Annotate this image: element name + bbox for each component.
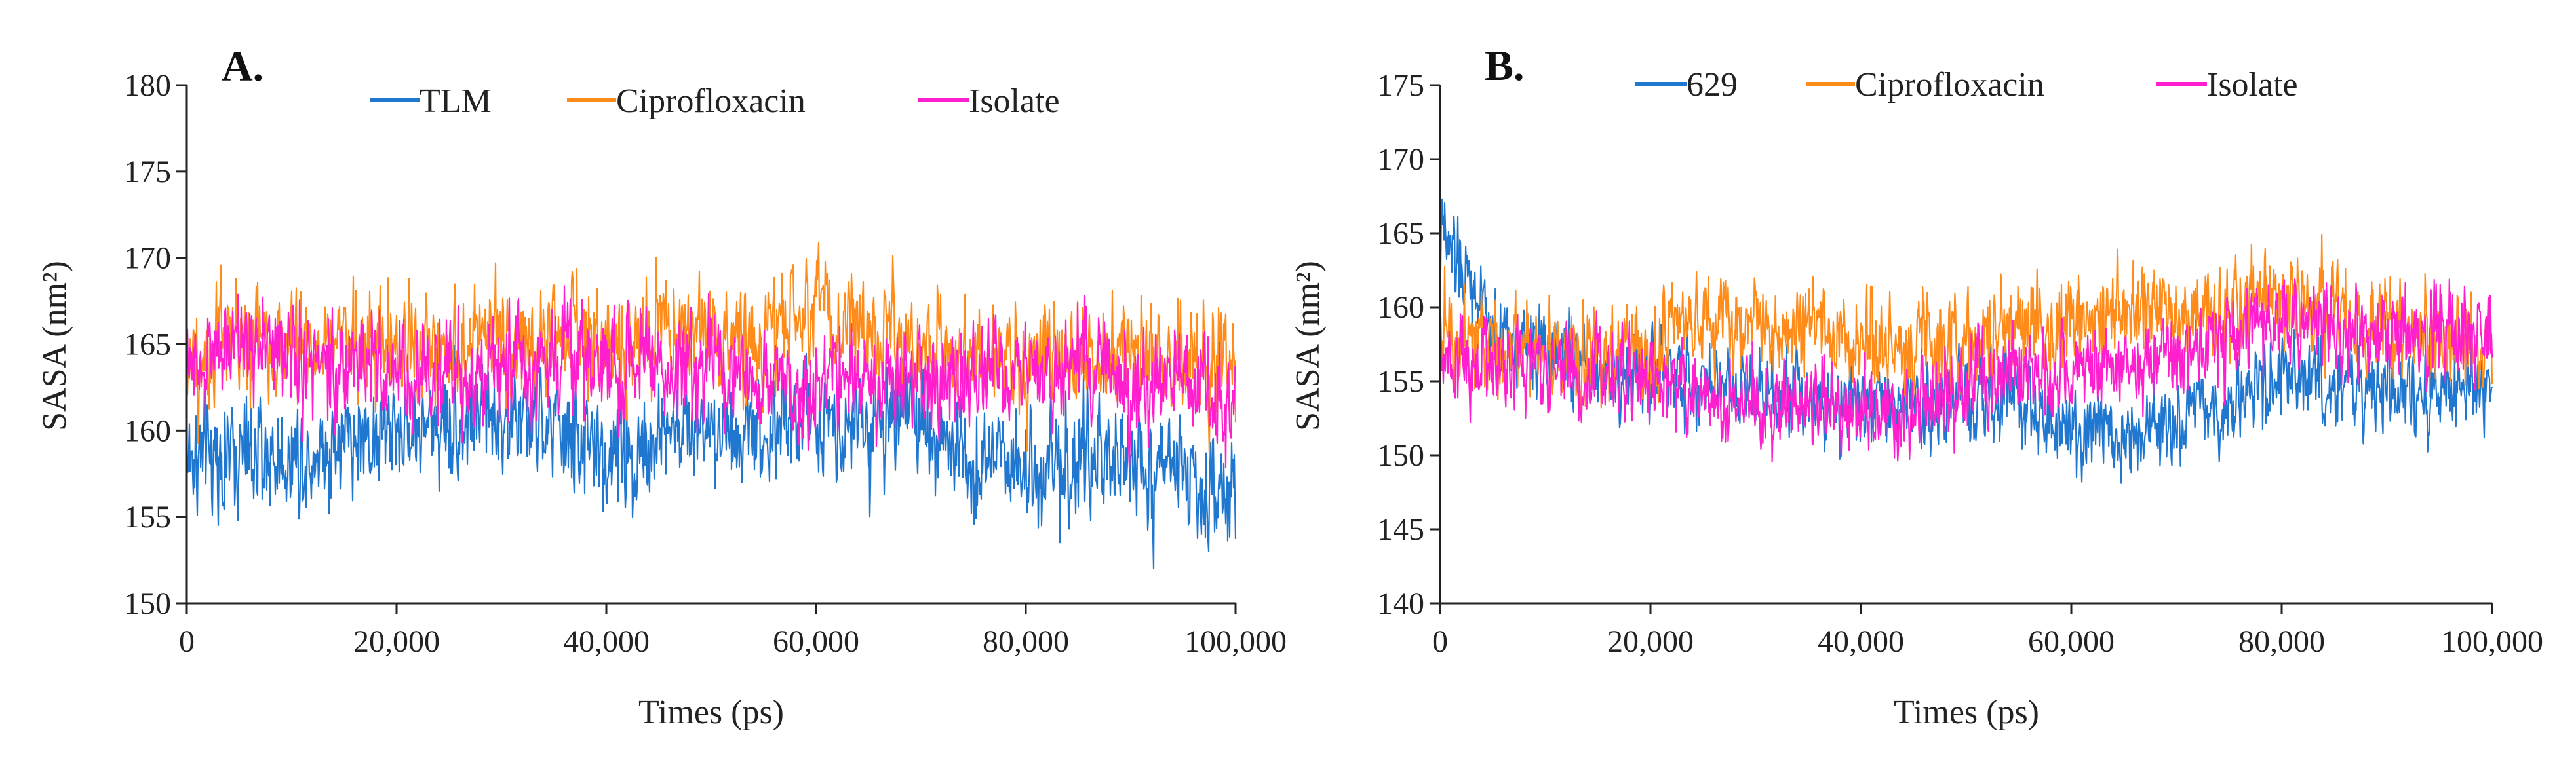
y-tick-label: 170 xyxy=(1377,142,1424,177)
x-tick-label: 80,000 xyxy=(983,624,1069,659)
x-tick-label: 0 xyxy=(179,624,195,659)
panel-a-x-ticks: 0 20,000 40,000 60,000 80,000 100,000 xyxy=(179,603,1287,659)
y-tick-label: 175 xyxy=(124,155,171,189)
x-tick-label: 0 xyxy=(1432,624,1448,659)
panel-b-series-layer xyxy=(1439,198,2493,484)
y-tick-label: 160 xyxy=(124,413,171,448)
y-tick-label: 145 xyxy=(1377,512,1424,547)
legend-label-isolate: Isolate xyxy=(969,83,1060,120)
x-tick-label: 100,000 xyxy=(2441,624,2543,659)
y-tick-label: 175 xyxy=(1377,68,1424,103)
series-line-isolate xyxy=(1439,278,2493,463)
x-tick-label: 20,000 xyxy=(1607,624,1694,659)
panel-b-chart: 140 145 150 155 160 165 170 175 0 20,000 40,000 60… xyxy=(1289,42,2543,731)
panel-b-legend: 629 Ciprofloxacin Isolate xyxy=(1635,66,2298,104)
y-tick-label: 165 xyxy=(124,328,171,362)
x-tick-label: 60,000 xyxy=(2028,624,2115,659)
y-tick-label: 155 xyxy=(124,500,171,535)
x-tick-label: 100,000 xyxy=(1184,624,1287,659)
panel-a-legend: TLM Ciprofloxacin Isolate xyxy=(370,83,1060,120)
panel-a-y-axis-title: SASA (nm²) xyxy=(36,261,73,431)
series-line-629 xyxy=(1439,198,2493,484)
panel-b-x-axis-title: Times (ps) xyxy=(1894,694,2039,731)
y-tick-label: 165 xyxy=(1377,216,1424,251)
panel-b-y-ticks: 140 145 150 155 160 165 170 175 xyxy=(1377,68,1440,621)
y-tick-label: 160 xyxy=(1377,290,1424,325)
panel-a-series-layer xyxy=(185,241,1237,569)
series-line-tlm xyxy=(185,344,1237,569)
y-tick-label: 180 xyxy=(124,68,171,103)
y-tick-label: 150 xyxy=(1377,438,1424,473)
x-tick-label: 20,000 xyxy=(353,624,440,659)
y-tick-label: 150 xyxy=(124,586,171,621)
panel-a-x-axis-title: Times (ps) xyxy=(638,694,784,731)
legend-label-ciprofloxacin-b: Ciprofloxacin xyxy=(1855,66,2044,104)
x-tick-label: 80,000 xyxy=(2238,624,2325,659)
x-tick-label: 40,000 xyxy=(563,624,650,659)
legend-label-629: 629 xyxy=(1687,66,1738,104)
y-tick-label: 140 xyxy=(1377,586,1424,621)
y-tick-label: 155 xyxy=(1377,364,1424,399)
panel-a-label: A. xyxy=(222,43,263,90)
panel-b-x-ticks: 0 20,000 40,000 60,000 80,000 100,000 xyxy=(1432,603,2543,659)
legend-label-ciprofloxacin: Ciprofloxacin xyxy=(616,83,806,120)
x-tick-label: 60,000 xyxy=(773,624,859,659)
panel-a-chart: 150 155 160 165 170 175 180 0 20,000 40,000 60,00… xyxy=(36,43,1287,731)
panel-b-label: B. xyxy=(1485,42,1525,90)
y-tick-label: 170 xyxy=(124,241,171,276)
panel-a-y-ticks: 150 155 160 165 170 175 180 xyxy=(124,68,187,621)
legend-label-isolate-b: Isolate xyxy=(2207,66,2298,104)
x-tick-label: 40,000 xyxy=(1818,624,1904,659)
panel-b-y-axis-title: SASA (nm²) xyxy=(1289,261,1327,431)
legend-label-tlm: TLM xyxy=(420,83,492,120)
series-line-isolate xyxy=(185,285,1237,469)
